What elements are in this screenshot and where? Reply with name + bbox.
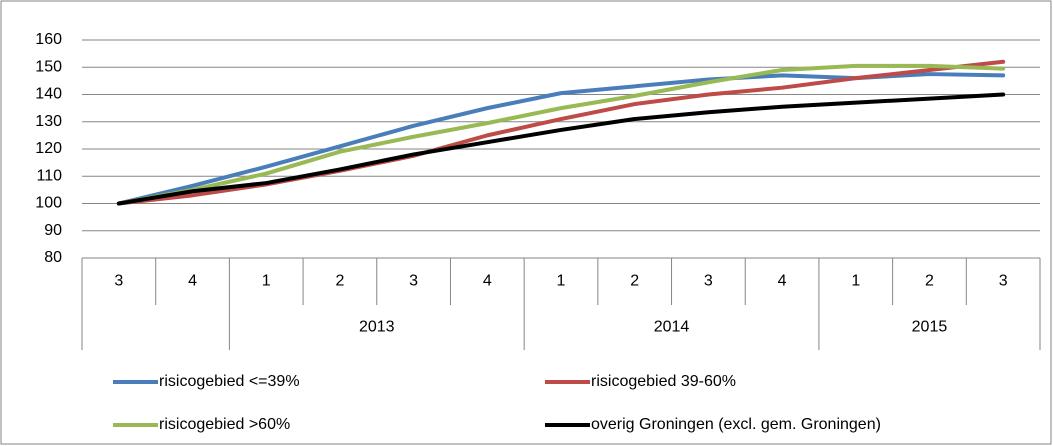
legend-label: risicogebied <=39% — [159, 373, 300, 390]
y-tick-label: 110 — [36, 167, 62, 184]
x-tick-label: 4 — [778, 273, 787, 290]
y-tick-label: 90 — [44, 222, 62, 239]
series-line — [116, 63, 1006, 206]
x-tick-label: 1 — [851, 273, 860, 290]
legend-label: overig Groningen (excl. gem. Groningen) — [591, 416, 881, 433]
series-line — [116, 92, 1006, 206]
x-tick-label: 4 — [483, 273, 492, 290]
x-tick-label: 3 — [704, 273, 713, 290]
x-tick-label: 1 — [262, 273, 271, 290]
y-tick-label: 100 — [35, 195, 62, 212]
x-tick-label: 3 — [114, 273, 123, 290]
x-tick-label: 2 — [335, 273, 344, 290]
x-tick-label: 2 — [925, 273, 934, 290]
legend-label: risicogebied >60% — [159, 416, 290, 433]
x-tick-label: 3 — [999, 273, 1008, 290]
x-group-label: 2013 — [359, 319, 395, 336]
y-tick-label: 120 — [35, 140, 62, 157]
x-tick-label: 2 — [630, 273, 639, 290]
y-tick-label: 150 — [35, 58, 62, 75]
legend-label: risicogebied 39-60% — [591, 373, 736, 390]
y-tick-label: 130 — [35, 113, 62, 130]
x-group-label: 2015 — [912, 319, 948, 336]
y-tick-label: 160 — [35, 31, 62, 48]
x-group-label: 2014 — [654, 319, 690, 336]
x-tick-label: 1 — [557, 273, 566, 290]
x-tick-label: 3 — [409, 273, 418, 290]
x-tick-label: 4 — [188, 273, 197, 290]
y-tick-label: 140 — [35, 86, 62, 103]
y-tick-label: 80 — [44, 249, 62, 266]
